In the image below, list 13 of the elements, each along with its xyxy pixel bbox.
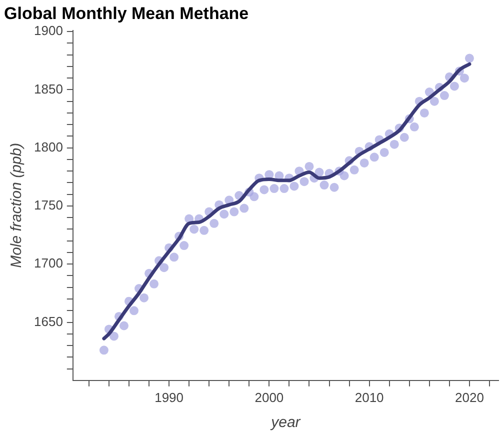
- y-tick-label: 1900: [34, 23, 63, 38]
- x-tick-label: 2000: [254, 390, 284, 405]
- y-tick-label: 1700: [34, 256, 63, 271]
- chart-title: Global Monthly Mean Methane: [4, 4, 249, 23]
- y-axis-title: Mole fraction (ppb): [8, 142, 26, 268]
- y-tick-label: 1650: [34, 314, 63, 329]
- y-tick-label: 1750: [34, 198, 63, 213]
- x-tick-label: 2020: [455, 390, 484, 405]
- x-tick-label: 2010: [354, 390, 384, 405]
- y-tick-label: 1850: [34, 81, 63, 96]
- x-axis-title: year: [270, 414, 302, 432]
- y-tick-label: 1800: [34, 139, 63, 154]
- x-tick-label: 1990: [154, 390, 184, 405]
